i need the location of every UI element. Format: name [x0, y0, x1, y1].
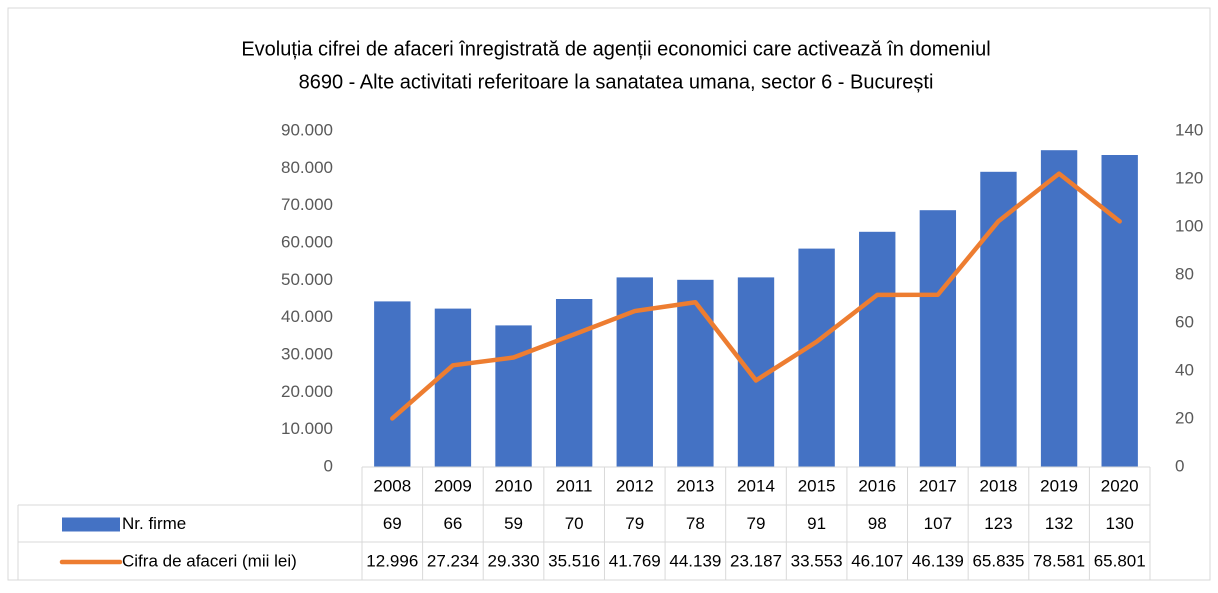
table-value: 79	[625, 514, 644, 533]
table-value: 65.801	[1094, 551, 1146, 570]
y-tick-label: 0	[324, 456, 333, 475]
table-value: 98	[868, 514, 887, 533]
x-tick-label: 2010	[495, 476, 533, 495]
y-tick-label: 30.000	[281, 344, 333, 363]
y-tick-label: 60.000	[281, 232, 333, 251]
x-tick-label: 2011	[556, 476, 593, 495]
table-value: 46.107	[851, 551, 903, 570]
y2-tick-label: 20	[1175, 408, 1194, 427]
legend-label: Cifra de afaceri (mii lei)	[122, 551, 297, 570]
y-tick-label: 40.000	[281, 307, 333, 326]
table-value: 123	[984, 514, 1012, 533]
bar	[374, 301, 411, 467]
bar	[980, 171, 1017, 468]
bar	[1040, 150, 1078, 467]
y2-tick-label: 40	[1175, 360, 1194, 379]
y2-tick-label: 100	[1175, 216, 1203, 235]
table-value: 12.996	[366, 551, 418, 570]
table-value: 65.835	[972, 551, 1024, 570]
x-tick-label: 2016	[858, 476, 896, 495]
table-value: 66	[443, 514, 462, 533]
table-value: 27.234	[427, 551, 479, 570]
x-tick-label: 2013	[676, 476, 714, 495]
table-value: 78.581	[1033, 551, 1085, 570]
table-value: 70	[565, 514, 584, 533]
bar	[677, 279, 714, 467]
table-value: 59	[504, 514, 523, 533]
y2-tick-label: 120	[1175, 168, 1203, 187]
x-tick-label: 2009	[434, 476, 472, 495]
x-tick-label: 2015	[798, 476, 836, 495]
legend-label: Nr. firme	[122, 514, 186, 533]
table-value: 23.187	[730, 551, 782, 570]
table-value: 132	[1045, 514, 1073, 533]
y2-tick-label: 60	[1175, 312, 1194, 331]
y-tick-label: 50.000	[281, 270, 333, 289]
bar	[1101, 155, 1138, 467]
chart-border	[7, 7, 1211, 581]
chart-title: Evoluția cifrei de afaceri înregistrată …	[241, 38, 990, 60]
bar	[616, 277, 653, 467]
chart-title: 8690 - Alte activitati referitoare la sa…	[299, 71, 934, 93]
y2-tick-label: 80	[1175, 264, 1194, 283]
x-tick-label: 2012	[616, 476, 654, 495]
x-tick-label: 2018	[980, 476, 1018, 495]
x-tick-label: 2019	[1040, 476, 1078, 495]
y2-tick-label: 0	[1175, 456, 1184, 475]
table-value: 41.769	[609, 551, 661, 570]
table-value: 107	[924, 514, 952, 533]
bar	[555, 299, 593, 467]
y-tick-label: 80.000	[281, 158, 333, 177]
bar	[434, 308, 472, 467]
x-tick-label: 2014	[737, 476, 775, 495]
line	[390, 171, 1122, 421]
table-value: 79	[747, 514, 766, 533]
table-value: 78	[686, 514, 705, 533]
y2-tick-label: 140	[1175, 120, 1203, 139]
y-tick-label: 10.000	[281, 419, 333, 438]
y-tick-label: 20.000	[281, 382, 333, 401]
table-value: 33.553	[791, 551, 843, 570]
table-value: 91	[807, 514, 826, 533]
table-value: 44.139	[669, 551, 721, 570]
table-value: 46.139	[912, 551, 964, 570]
bar	[919, 210, 957, 467]
bar	[798, 248, 835, 467]
y-tick-label: 90.000	[281, 120, 333, 139]
bar	[495, 325, 532, 467]
legend-key	[62, 517, 120, 532]
table-value: 29.330	[488, 551, 540, 570]
table-value: 69	[383, 514, 402, 533]
y-tick-label: 70.000	[281, 195, 333, 214]
bar	[859, 231, 896, 467]
x-tick-label: 2017	[919, 476, 957, 495]
x-tick-label: 2020	[1101, 476, 1139, 495]
x-tick-label: 2008	[373, 476, 411, 495]
table-value: 35.516	[548, 551, 600, 570]
table-value: 130	[1106, 514, 1134, 533]
